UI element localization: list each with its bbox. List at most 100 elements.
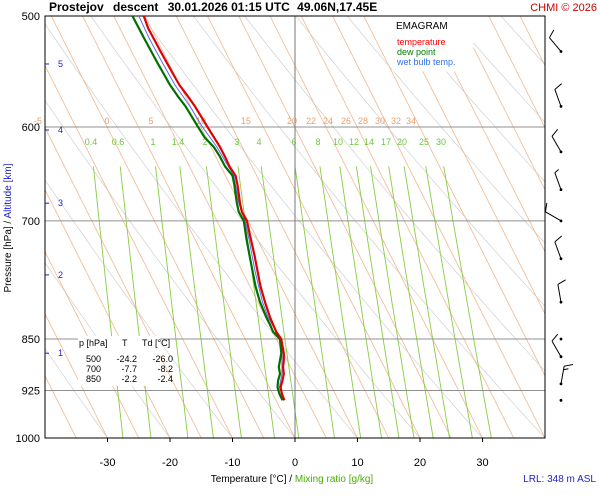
xlabel-temperature: Temperature [°C]	[211, 474, 287, 485]
wind-barb	[557, 279, 566, 304]
isotherm-labels: -5 0 5 10 15 20 22 24 26 28 30 32 34	[34, 116, 416, 126]
mixing-ratio-label: 0.6	[112, 137, 125, 147]
legend-temperature: temperature	[397, 37, 446, 47]
mixing-ratio-label: 17	[381, 137, 391, 147]
wind-barb-feather	[548, 29, 555, 38]
isotherm-line	[45, 64, 233, 438]
isotherm-label: 0	[104, 116, 109, 126]
isotherm-label: 22	[306, 116, 316, 126]
temperature-tick-label: -20	[162, 457, 178, 469]
temperature-tick-label: 30	[476, 457, 488, 469]
isotherm-line	[363, 16, 545, 377]
summary-table: p [hPa] T Td [°C] 500 -24.2 -26.0 700 -7…	[78, 336, 173, 386]
temperature-tick-label: -30	[100, 457, 116, 469]
dry-adiabat-line	[244, 16, 545, 372]
dry-adiabat-line	[449, 16, 545, 123]
table-cell: 700	[86, 364, 101, 374]
wind-barb-shaft	[549, 37, 562, 52]
mixing-ratio-label: 1	[150, 137, 155, 147]
wind-barb-shaft	[551, 136, 562, 153]
chart-title: Prostejov descent 30.01.2026 01:15 UTC 4…	[49, 0, 377, 14]
x-axis-label: Temperature [°C] / Mixing ratio [g/kg]	[211, 474, 374, 485]
mixing-ratio-label: 4	[256, 137, 261, 147]
table-cell: -26.0	[152, 354, 173, 364]
mixing-ratio-label: 2	[202, 137, 207, 147]
altitude-tick-label: 5	[58, 59, 63, 69]
wind-barb-shaft	[551, 340, 562, 357]
wind-barb-shaft	[554, 172, 562, 190]
mixing-ratio-label: 12	[349, 137, 359, 147]
title-station: Prostejov	[49, 0, 104, 14]
wind-barb-feather	[557, 279, 566, 285]
wind-barb	[551, 333, 563, 359]
isotherm-label: 15	[241, 116, 251, 126]
isotherm-line	[332, 16, 545, 438]
wind-barb	[559, 364, 574, 386]
isotherm-label: 20	[287, 116, 297, 126]
xlabel-separator: /	[289, 474, 295, 485]
wind-barb-shaft	[554, 241, 562, 259]
table-cell: -8.2	[157, 364, 173, 374]
wind-barb	[554, 169, 563, 192]
mixing-ratio-label: 20	[397, 137, 407, 147]
series-dew-point-line	[131, 16, 284, 401]
isotherm-label: 30	[375, 116, 385, 126]
mixing-ratio-label: 14	[364, 137, 374, 147]
title-datetime: 30.01.2026 01:15 UTC	[168, 0, 290, 14]
wind-barb-feather	[564, 364, 574, 367]
table-header-t: T	[122, 338, 128, 348]
isotherm-label: 28	[358, 116, 368, 126]
wind-barb	[544, 202, 563, 223]
legend-background	[392, 16, 474, 72]
dry-adiabat-line	[295, 16, 545, 307]
y-axis-label: Pressure [hPa] / Altitude [km]	[3, 163, 14, 292]
altitude-tick-label: 2	[58, 270, 63, 280]
isotherm-label: 32	[391, 116, 401, 126]
wind-barb-feather	[554, 235, 562, 243]
pressure-tick-label: 1000	[16, 433, 40, 445]
wind-barb-feather	[551, 333, 559, 342]
temperature-tick-labels: -30 -20 -10 0 10 20 30	[100, 438, 489, 469]
wind-barb-feather	[554, 83, 562, 90]
temperature-tick-label: 20	[414, 457, 426, 469]
wind-barb-feather	[551, 128, 559, 137]
wind-barb	[554, 235, 563, 261]
isotherm-label: -5	[34, 116, 42, 126]
wind-barb	[559, 398, 563, 402]
isotherm-line	[50, 16, 265, 438]
mixing-ratio-label: 8	[315, 137, 320, 147]
wind-barb-shaft	[560, 366, 565, 385]
pressure-tick-label: 700	[22, 216, 40, 228]
dry-adiabat-line	[45, 179, 233, 438]
table-background	[78, 336, 160, 386]
temperature-tick-label: 0	[292, 457, 298, 469]
mixing-ratio-label: 30	[436, 137, 446, 147]
wind-barb	[559, 337, 563, 341]
series-temperature-line	[142, 16, 286, 401]
table-cell: -2.2	[121, 374, 137, 384]
legend-dewpoint: dew point	[397, 47, 436, 57]
wind-barb	[551, 128, 563, 154]
ylabel-altitude: Altitude [km]	[3, 163, 14, 218]
ylabel-separator: /	[3, 219, 14, 224]
mixing-ratio-labels: 0.4 0.6 1 1.4 2 3 4 6 8 10 12 14 17 20 25 30	[85, 137, 446, 147]
altitude-tick-label: 1	[58, 348, 63, 358]
isotherm-label: 26	[341, 116, 351, 126]
table-cell: -2.4	[157, 374, 173, 384]
isotherm-line	[457, 16, 545, 191]
altitude-tick-label: 3	[58, 198, 63, 208]
isotherm-label: 24	[323, 116, 333, 126]
table-header-td: Td [°C]	[142, 338, 170, 348]
table-cell: -7.7	[121, 364, 137, 374]
mixing-ratio-label: 10	[333, 137, 343, 147]
wind-barb-station	[559, 337, 563, 341]
dry-adiabat-lines	[45, 16, 545, 438]
legend-title: EMAGRAM	[396, 21, 448, 32]
dry-adiabat-line	[193, 16, 545, 438]
mixing-ratio-label: 3	[234, 137, 239, 147]
wind-barbs	[544, 29, 574, 402]
isotherm-line	[45, 126, 202, 438]
table-cell: 850	[86, 374, 101, 384]
